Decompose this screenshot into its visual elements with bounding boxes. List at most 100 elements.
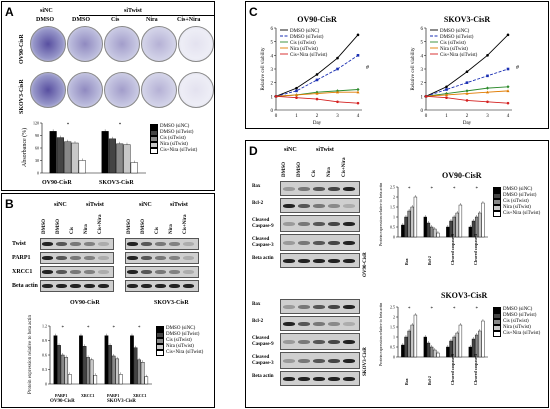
panel-d-label: D [249, 144, 258, 158]
blot-d-bottom-protein-label: Cleaved Caspase-3 [252, 355, 274, 366]
bar-b-group-0: OV90-CisR [50, 399, 75, 404]
blot-band [70, 256, 81, 260]
y-axis-label: Relative cell viability [411, 47, 416, 91]
blot-b-lane-label: Cis+Nira [183, 214, 188, 234]
bar [401, 224, 405, 238]
colony-dish [178, 72, 214, 108]
colony-lane-1: DMSO [72, 17, 90, 23]
legend-swatch [150, 124, 158, 130]
legend-swatch [493, 205, 501, 211]
legend-item: Nira (siTwist) [150, 142, 197, 148]
blot-band [283, 203, 295, 208]
point [465, 70, 469, 74]
blot-band [313, 240, 325, 245]
blot-d-top-protein-label: Cleaved Caspase-3 [252, 237, 274, 248]
blot-band [328, 203, 340, 208]
blot-band [169, 284, 180, 288]
point [356, 101, 360, 105]
blot-band [127, 242, 138, 246]
panel-a-label: A [5, 5, 14, 19]
series-line [275, 34, 359, 97]
bar [144, 376, 149, 385]
y-axis-label: Relative cell viability [261, 47, 266, 91]
blot-band [155, 284, 166, 288]
point [295, 89, 298, 93]
sig-star: * [453, 307, 456, 312]
blot-band [56, 256, 67, 260]
bar [455, 332, 459, 358]
colony-dish [104, 26, 140, 62]
y-tick-label: 1 [393, 215, 395, 220]
legend-item: Nira (siTwist) [156, 344, 203, 350]
blot-band [183, 284, 194, 288]
y-tick-label: 0 [45, 382, 47, 387]
legend-swatch [493, 319, 501, 325]
blot-band [42, 270, 53, 274]
y-tick-label: 0 [37, 171, 39, 176]
bar [436, 232, 440, 238]
colony-group-line [79, 15, 214, 16]
bar-a-group-0: OV90-CisR [42, 180, 72, 186]
legend-swatch [493, 313, 501, 319]
blot-band [183, 256, 194, 260]
blot-b-protein-label: Twist [12, 241, 26, 247]
point [465, 92, 469, 95]
blot-band [169, 256, 180, 260]
bar [93, 375, 98, 385]
colony-lane-3: Nira [146, 17, 158, 23]
blot-band [84, 242, 95, 246]
bar [407, 330, 411, 358]
blot-b-lane-label: DMSO [141, 219, 146, 234]
bar [446, 226, 450, 238]
legend-item: Cis (siTwist) [493, 319, 540, 325]
blot-b-lane-label: Cis [70, 227, 75, 234]
blot-d-lane-label: DMSO [297, 162, 302, 177]
panel-d: D siNC siTwist DMSO DMSO Cis Nira Cis+Nira B… [245, 140, 549, 408]
colony-group-sitwist: siTwist [124, 8, 142, 14]
blot-d-bottom-protein-label: Bax [252, 302, 261, 307]
point [445, 85, 448, 89]
y-tick-label: 3 [271, 68, 274, 73]
legend-label: Cis (siTwist) [160, 136, 186, 141]
blot-band [298, 339, 310, 344]
legend-item: Cis+Nira (siTwist) [150, 148, 197, 154]
blot-band [183, 270, 194, 274]
bar-d-ylabel-0: Protein expression relative to beta acti… [378, 182, 383, 246]
blot-band [343, 358, 355, 363]
blot-d-top-protein-label: Bax [252, 184, 261, 189]
bar [468, 226, 472, 238]
series-line [425, 34, 509, 97]
blot-band [313, 203, 325, 208]
sig-mark: # [366, 65, 369, 71]
blot-b-protein-label: XRCC1 [12, 269, 33, 275]
point [465, 81, 469, 84]
blot-band [283, 240, 295, 245]
legend-b: DMSO (siNC) DMSO (siTwist) Cis (siTwist) Ni… [156, 326, 203, 356]
point [295, 86, 298, 90]
blot-band [343, 240, 355, 245]
blot-d-lane-label: Cis [312, 170, 317, 177]
bar [433, 228, 437, 238]
blot-band [328, 186, 340, 191]
bar-d-xtick: Bcl-2 [427, 256, 432, 265]
blot-band [283, 221, 295, 226]
x-tick-label: 0 [275, 114, 278, 119]
y-tick-label: 4 [421, 54, 424, 59]
blot-d-side-bottom: SKOV3-CisR [363, 347, 368, 376]
bar [82, 346, 87, 385]
blot-band [127, 256, 138, 260]
point [486, 90, 489, 94]
x-axis-label: Day [463, 121, 472, 126]
blot-b-lane-label: Nira [84, 224, 89, 234]
blot-band [42, 242, 53, 246]
y-tick-label: 1.5 [390, 205, 395, 210]
bar [137, 359, 141, 385]
blot-band [328, 304, 340, 309]
sig-star: * [408, 307, 411, 312]
blot-band [328, 240, 340, 245]
blot-d-bottom-protein-label: Cleaved Caspase-9 [252, 336, 274, 347]
colony-dish [141, 26, 177, 62]
colony-dish [67, 26, 103, 62]
blot-band [313, 221, 325, 226]
blot-d-top-protein-label: Bcl-2 [252, 201, 264, 206]
